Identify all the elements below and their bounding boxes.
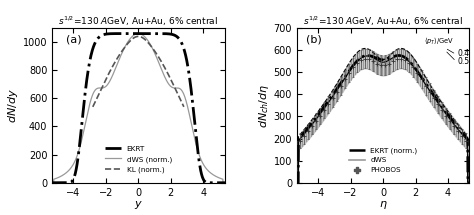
Text: $\langle p_T\rangle$/GeV: $\langle p_T\rangle$/GeV	[424, 36, 454, 47]
Legend: EKRT, dWS (norm.), KL (norm.): EKRT, dWS (norm.), KL (norm.)	[102, 143, 175, 176]
Text: 0.4: 0.4	[457, 49, 469, 58]
Text: 0.5: 0.5	[457, 57, 469, 66]
Title: $s^{1/2}$=130 $A$GeV, Au+Au, 6% central: $s^{1/2}$=130 $A$GeV, Au+Au, 6% central	[303, 15, 463, 28]
Legend: EKRT (norm.), dWS, PHOBOS: EKRT (norm.), dWS, PHOBOS	[346, 144, 420, 176]
Y-axis label: $dN_{ch}/d\eta$: $dN_{ch}/d\eta$	[257, 83, 271, 127]
X-axis label: $\eta$: $\eta$	[379, 199, 387, 211]
X-axis label: $y$: $y$	[134, 199, 143, 211]
Text: (b): (b)	[306, 34, 321, 44]
Y-axis label: $dN/dy$: $dN/dy$	[6, 88, 20, 123]
Text: (a): (a)	[66, 34, 82, 44]
Title: $s^{1/2}$=130 $A$GeV, Au+Au, 6% central: $s^{1/2}$=130 $A$GeV, Au+Au, 6% central	[58, 15, 219, 28]
